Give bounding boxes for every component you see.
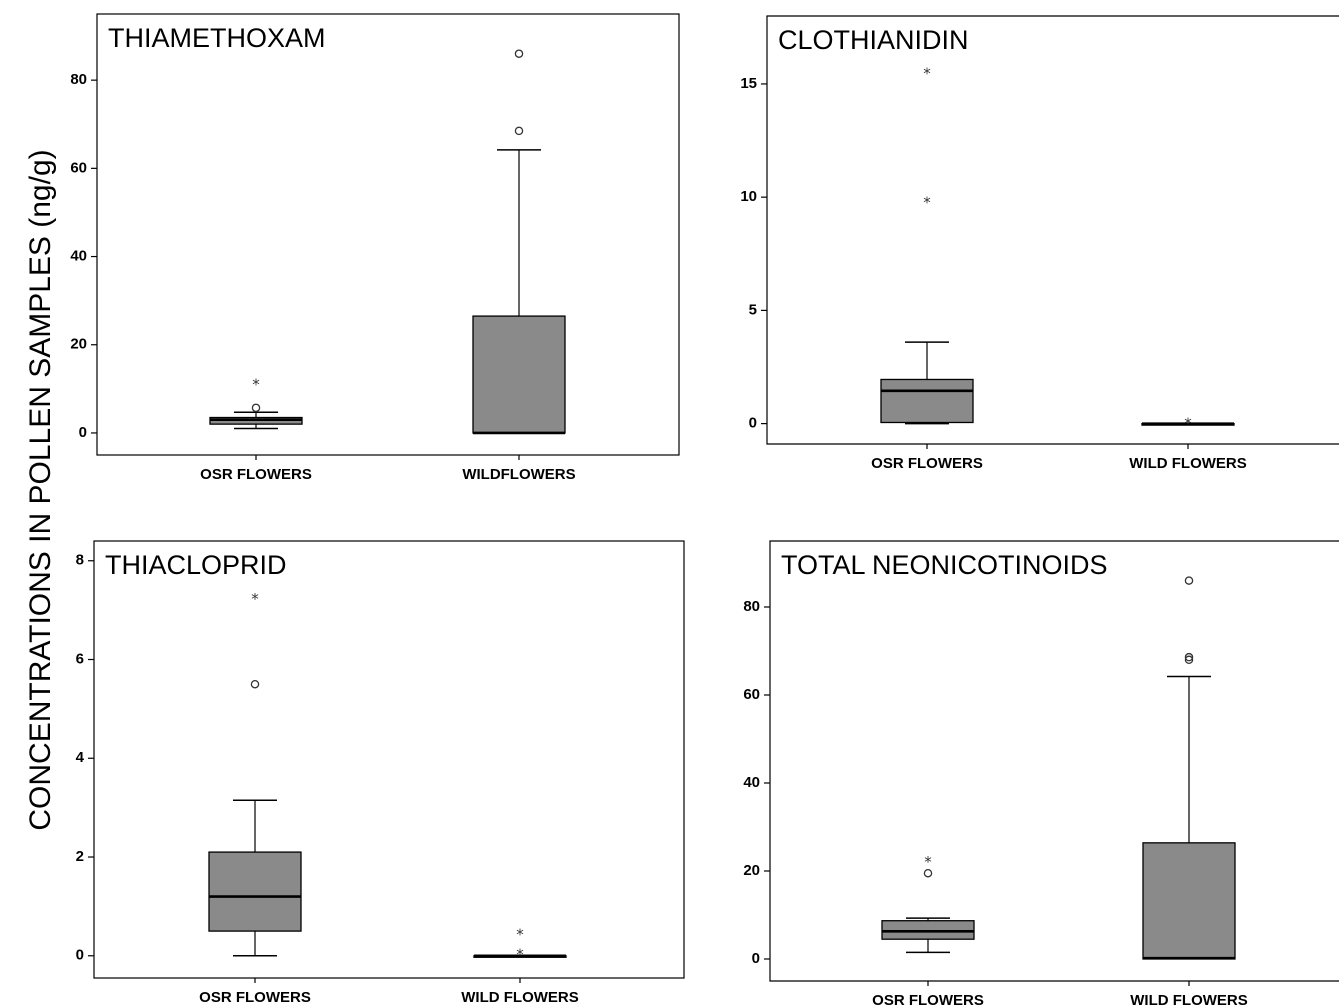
extreme-point: * (924, 853, 932, 871)
panel-thiacloprid: THIACLOPRID 0 2 4 6 8 OSR FLOWERS WILD FLOWERS *… (76, 540, 685, 1006)
box-wild-flowers: * (1141, 414, 1235, 432)
box-wild-flowers: ** (473, 926, 567, 963)
y-tick-label: 0 (79, 424, 87, 441)
box-wild-flowers (1142, 576, 1236, 960)
panel-thiamethoxam: THIAMETHOXAM 0 20 40 60 80 OSR FLOWERS WILDFLOW… (70, 13, 680, 483)
y-tick-label: 4 (76, 749, 85, 766)
y-tick-label: 8 (76, 552, 84, 569)
outlier-point (923, 868, 933, 878)
y-tick-label: 80 (743, 598, 760, 615)
outlier-point (514, 49, 524, 58)
y-tick-label: 20 (70, 336, 87, 353)
extreme-point: * (516, 926, 524, 944)
y-tick-label: 0 (749, 415, 757, 432)
y-tick-label: 2 (76, 848, 84, 865)
x-category-label: WILDFLOWERS (462, 466, 575, 483)
y-tick-label: 10 (740, 188, 757, 205)
y-axis-title: CONCENTRATIONS IN POLLEN SAMPLES (ng/g) (24, 149, 57, 830)
y-tick-label: 6 (76, 650, 84, 667)
box-wildflowers (472, 49, 566, 435)
box-iqr (208, 851, 302, 932)
extreme-point: * (252, 376, 260, 394)
panel-title: TOTAL NEONICOTINOIDS (781, 550, 1108, 580)
panel-title: THIACLOPRID (105, 550, 287, 580)
panel-total-neonicotinoids: TOTAL NEONICOTINOIDS 0 20 40 60 80 OSR FLOWERS… (743, 540, 1339, 1008)
extreme-point: * (516, 945, 524, 963)
panel-clothianidin: CLOTHIANIDIN 0 5 10 15 OSR FLOWERS WILD FLOWER… (740, 15, 1339, 472)
outlier-point (1184, 652, 1194, 662)
box-osr-flowers: ** (880, 65, 974, 425)
y-tick-label: 15 (740, 75, 757, 92)
extreme-point: * (923, 194, 931, 212)
y-tick-label: 80 (70, 71, 87, 88)
plot-frame (93, 540, 685, 979)
box-iqr (472, 315, 566, 434)
y-tick-label: 40 (743, 774, 760, 791)
plot-frame (766, 15, 1339, 445)
box-osr-flowers: * (209, 376, 303, 430)
plot-frame (769, 540, 1339, 982)
x-category-label: OSR FLOWERS (872, 992, 984, 1008)
x-category-label: WILD FLOWERS (1129, 455, 1246, 472)
panel-title: CLOTHIANIDIN (778, 25, 969, 55)
box-osr-flowers: * (881, 853, 975, 954)
x-category-label: OSR FLOWERS (199, 989, 311, 1006)
x-category-label: WILD FLOWERS (1130, 992, 1247, 1008)
x-category-label: OSR FLOWERS (871, 455, 983, 472)
y-tick-label: 60 (743, 686, 760, 703)
outlier-point (514, 126, 524, 136)
panel-title: THIAMETHOXAM (108, 23, 326, 53)
y-tick-label: 0 (76, 947, 84, 964)
outlier-point (1184, 576, 1194, 585)
extreme-point: * (1184, 414, 1192, 432)
plot-frame (96, 13, 680, 456)
y-tick-label: 60 (70, 159, 87, 176)
box-iqr (881, 920, 975, 940)
box-iqr (880, 378, 974, 424)
x-category-label: WILD FLOWERS (461, 989, 578, 1006)
x-category-label: OSR FLOWERS (200, 466, 312, 483)
y-tick-label: 5 (749, 301, 757, 318)
outlier-point (250, 679, 260, 689)
outlier-point (1184, 655, 1194, 665)
box-osr-flowers: * (208, 590, 302, 957)
extreme-point: * (923, 65, 931, 83)
y-tick-label: 40 (70, 248, 87, 265)
y-tick-label: 0 (752, 950, 760, 967)
box-iqr (1142, 842, 1236, 960)
y-tick-label: 20 (743, 862, 760, 879)
outlier-point (251, 403, 261, 413)
extreme-point: * (251, 590, 259, 608)
